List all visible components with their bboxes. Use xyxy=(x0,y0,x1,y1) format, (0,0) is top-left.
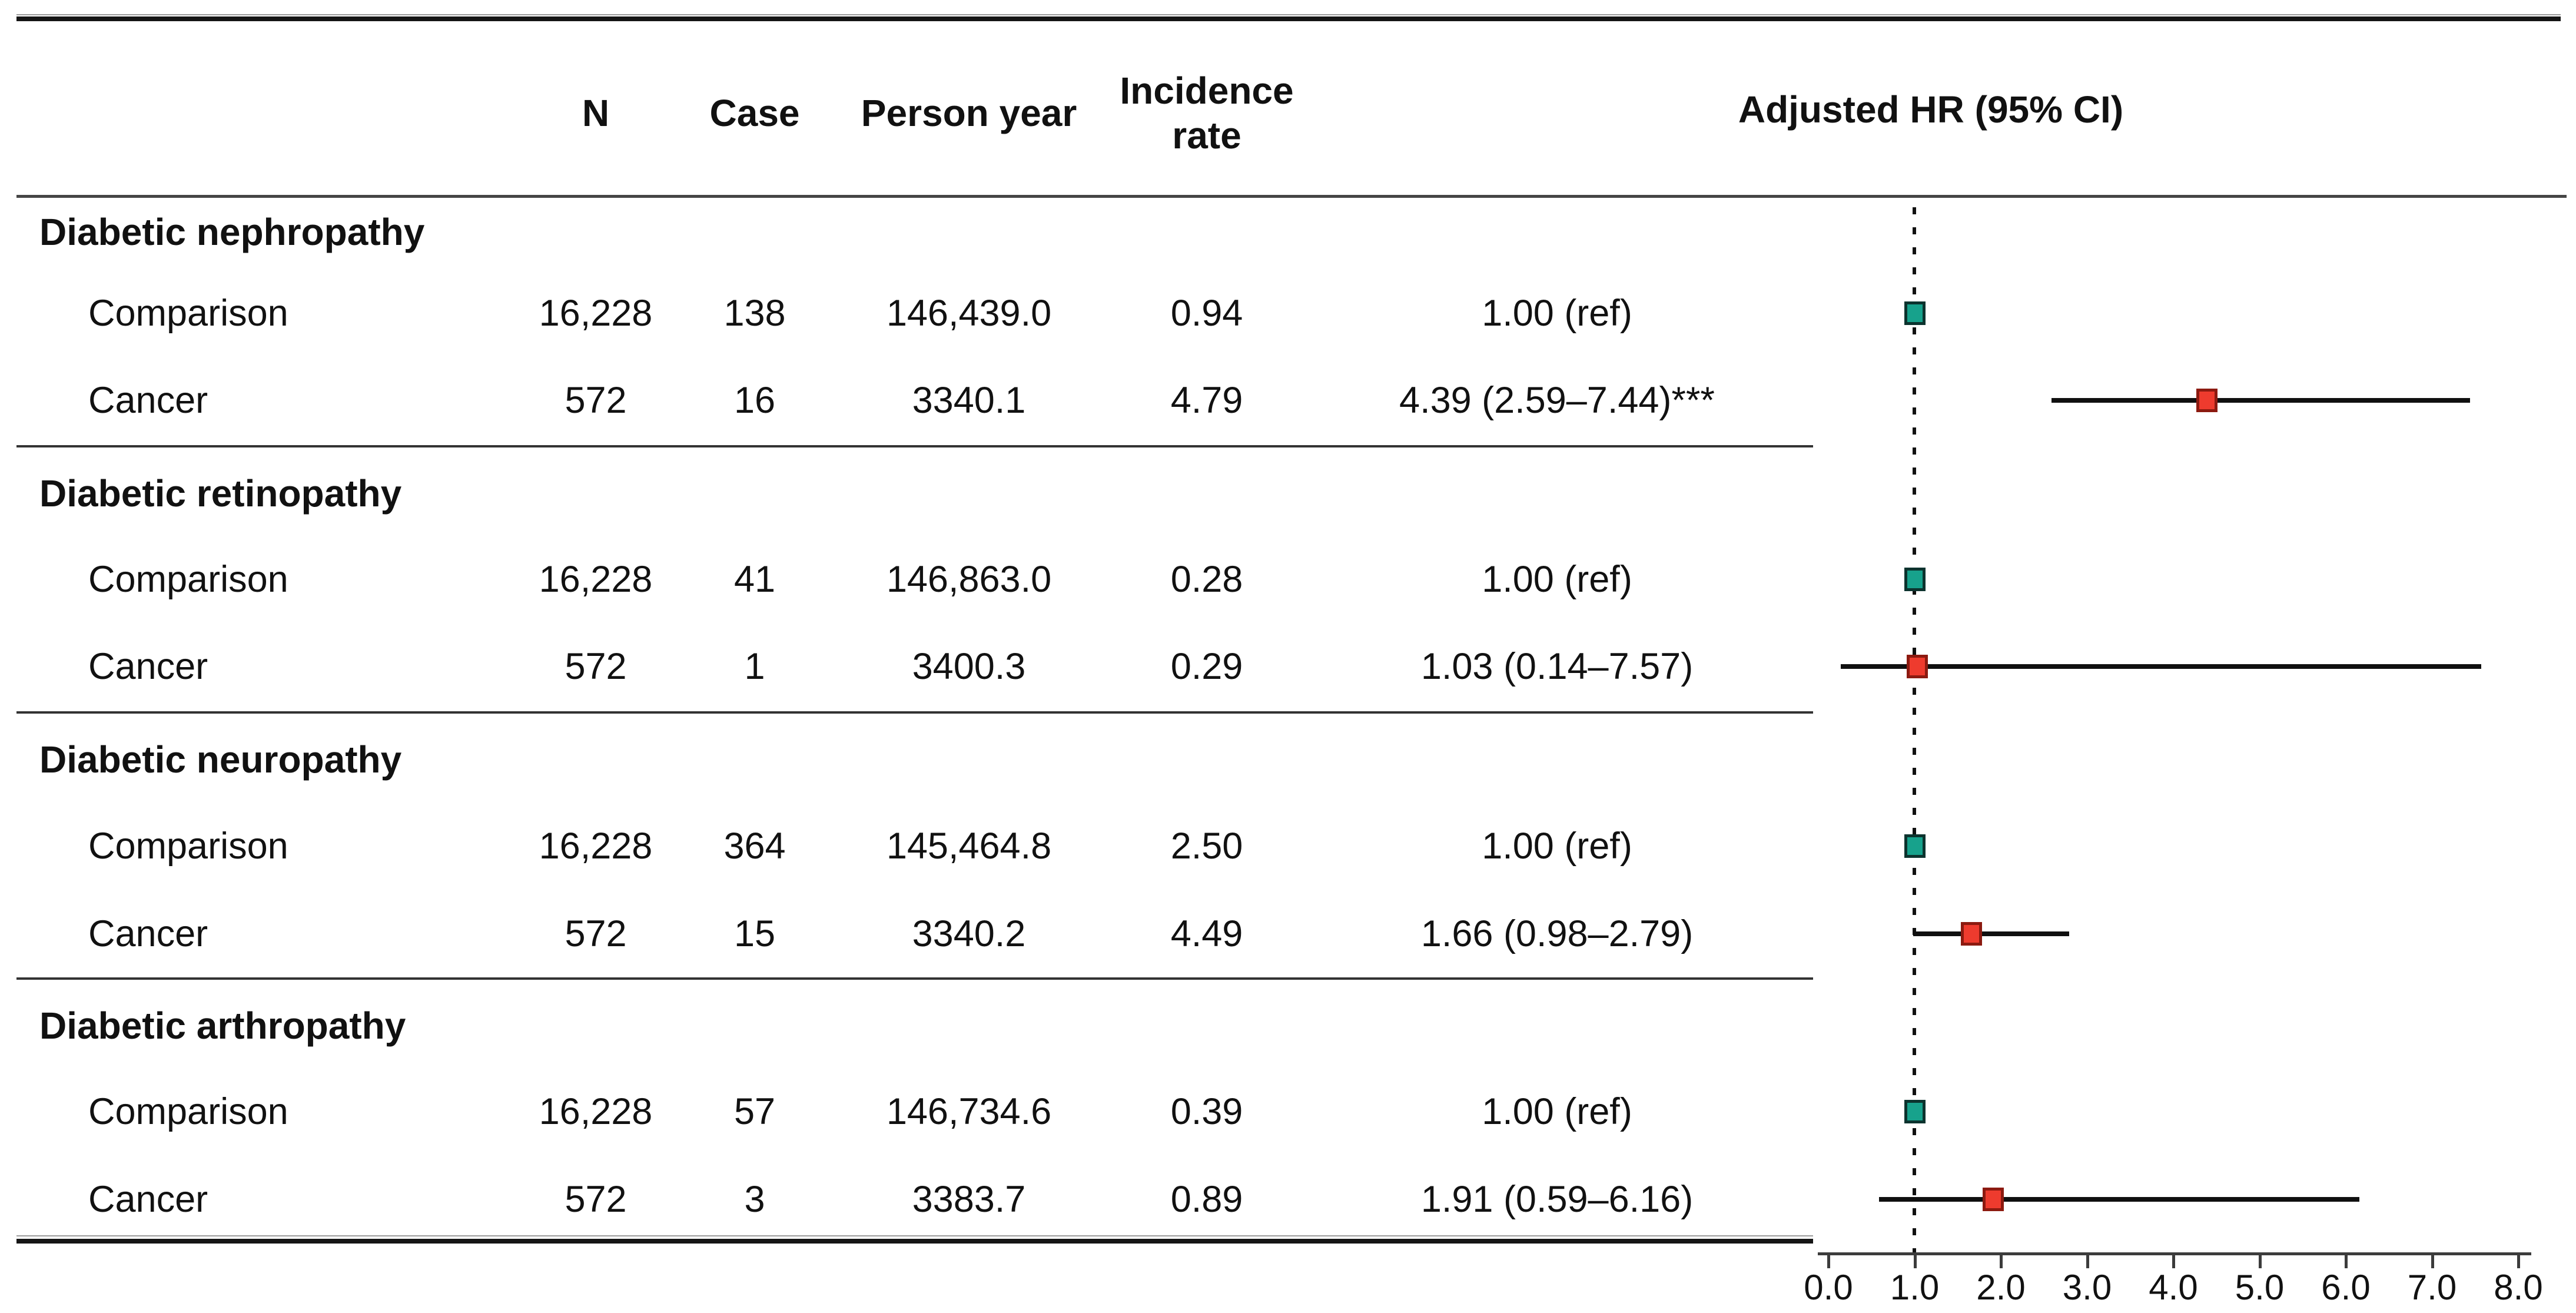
axis-tick xyxy=(1827,1255,1830,1268)
row-label: Cancer xyxy=(88,1179,208,1220)
header-rule xyxy=(16,195,2567,198)
section-title: Diabetic nephropathy xyxy=(39,211,425,253)
forest-marker-cancer xyxy=(1906,655,1928,678)
axis-tick-label: 6.0 xyxy=(2321,1268,2371,1307)
ci-line xyxy=(2051,398,2470,403)
cell-hr: 1.66 (0.98–2.79) xyxy=(1420,913,1694,954)
forest-marker-comparison xyxy=(1904,1100,1926,1123)
cell-incidence-rate: 2.50 xyxy=(1170,825,1243,867)
row-label: Comparison xyxy=(88,1091,288,1132)
section-title: Diabetic retinopathy xyxy=(39,472,402,515)
x-axis-line xyxy=(1818,1252,2531,1255)
axis-tick xyxy=(2517,1255,2520,1268)
cell-hr: 4.39 (2.59–7.44)*** xyxy=(1399,380,1715,421)
cell-hr: 1.00 (ref) xyxy=(1482,293,1632,334)
ci-line xyxy=(1913,931,2069,936)
axis-tick-label: 0.0 xyxy=(1804,1268,1853,1307)
cell-n: 16,228 xyxy=(539,293,653,334)
col-header-adjusted-hr: Adjusted HR (95% CI) xyxy=(1738,88,2124,131)
cell-n: 572 xyxy=(565,646,627,687)
col-header-person-year: Person year xyxy=(861,92,1077,134)
col-header-incidence-line2: rate xyxy=(1172,114,1241,157)
cell-case: 41 xyxy=(733,559,776,600)
axis-tick xyxy=(2000,1255,2003,1268)
section-divider xyxy=(16,977,1813,980)
col-header-n: N xyxy=(582,92,610,134)
cell-hr: 1.00 (ref) xyxy=(1482,825,1632,867)
cell-incidence-rate: 4.79 xyxy=(1170,380,1243,421)
cell-case: 138 xyxy=(723,293,786,334)
axis-tick xyxy=(2345,1255,2348,1268)
row-label: Cancer xyxy=(88,380,208,421)
axis-tick-label: 5.0 xyxy=(2235,1268,2285,1307)
bottom-rule xyxy=(16,1239,1813,1244)
cell-n: 16,228 xyxy=(539,1091,653,1132)
cell-person-year: 3400.3 xyxy=(912,646,1026,687)
row-label: Comparison xyxy=(88,293,288,334)
cell-incidence-rate: 4.49 xyxy=(1170,913,1243,954)
forest-marker-cancer xyxy=(1982,1188,2004,1211)
axis-tick-label: 3.0 xyxy=(2062,1268,2112,1307)
forest-marker-comparison xyxy=(1904,301,1926,325)
cell-case: 1 xyxy=(744,646,765,687)
cell-person-year: 3340.1 xyxy=(912,380,1026,421)
cell-case: 3 xyxy=(744,1179,765,1220)
cell-n: 572 xyxy=(565,913,627,954)
cell-n: 16,228 xyxy=(539,825,653,867)
cell-person-year: 3383.7 xyxy=(912,1179,1026,1220)
cell-person-year: 146,439.0 xyxy=(886,293,1052,334)
cell-hr: 1.00 (ref) xyxy=(1482,559,1632,600)
axis-tick-label: 4.0 xyxy=(2149,1268,2198,1307)
cell-n: 16,228 xyxy=(539,559,653,600)
cell-person-year: 146,863.0 xyxy=(886,559,1052,600)
cell-hr: 1.03 (0.14–7.57) xyxy=(1420,646,1694,687)
section-title: Diabetic arthropathy xyxy=(39,1004,406,1047)
axis-tick-label: 1.0 xyxy=(1890,1268,1940,1307)
bottom-rule-shadow xyxy=(16,1235,1813,1236)
cell-person-year: 146,734.6 xyxy=(886,1091,1052,1132)
row-label: Cancer xyxy=(88,646,208,687)
row-label: Comparison xyxy=(88,559,288,600)
cell-incidence-rate: 0.89 xyxy=(1170,1179,1243,1220)
axis-tick xyxy=(2258,1255,2262,1268)
forest-marker-cancer xyxy=(1961,922,1983,946)
reference-line xyxy=(1913,207,1916,1253)
axis-tick-label: 2.0 xyxy=(1976,1268,2026,1307)
top-rule xyxy=(16,16,2561,21)
cell-hr: 1.00 (ref) xyxy=(1482,1091,1632,1132)
cell-n: 572 xyxy=(565,380,627,421)
cell-case: 15 xyxy=(733,913,776,954)
col-header-incidence-line1: Incidence xyxy=(1120,69,1294,112)
forest-marker-comparison xyxy=(1904,568,1926,591)
row-label: Comparison xyxy=(88,825,288,867)
axis-tick xyxy=(1913,1255,1917,1268)
top-rule-shadow xyxy=(16,14,2561,15)
axis-tick-label: 7.0 xyxy=(2407,1268,2457,1307)
cell-incidence-rate: 0.28 xyxy=(1170,559,1243,600)
forest-marker-comparison xyxy=(1904,834,1926,858)
cell-hr: 1.91 (0.59–6.16) xyxy=(1420,1179,1694,1220)
cell-case: 57 xyxy=(733,1091,776,1132)
axis-tick xyxy=(2086,1255,2089,1268)
cell-case: 16 xyxy=(733,380,776,421)
cell-person-year: 145,464.8 xyxy=(886,825,1052,867)
section-divider xyxy=(16,445,1813,447)
ci-line xyxy=(1879,1197,2360,1202)
axis-tick xyxy=(2431,1255,2434,1268)
cell-case: 364 xyxy=(723,825,786,867)
cell-n: 572 xyxy=(565,1179,627,1220)
axis-tick xyxy=(2172,1255,2175,1268)
section-title: Diabetic neuropathy xyxy=(39,738,402,781)
cell-incidence-rate: 0.29 xyxy=(1170,646,1243,687)
cell-incidence-rate: 0.94 xyxy=(1170,293,1243,334)
col-header-case: Case xyxy=(709,92,800,134)
section-divider xyxy=(16,711,1813,714)
ci-line xyxy=(1840,664,2481,669)
cell-person-year: 3340.2 xyxy=(912,913,1026,954)
axis-tick-label: 8.0 xyxy=(2494,1268,2543,1307)
row-label: Cancer xyxy=(88,913,208,954)
forest-marker-cancer xyxy=(2196,389,2218,412)
cell-incidence-rate: 0.39 xyxy=(1170,1091,1243,1132)
